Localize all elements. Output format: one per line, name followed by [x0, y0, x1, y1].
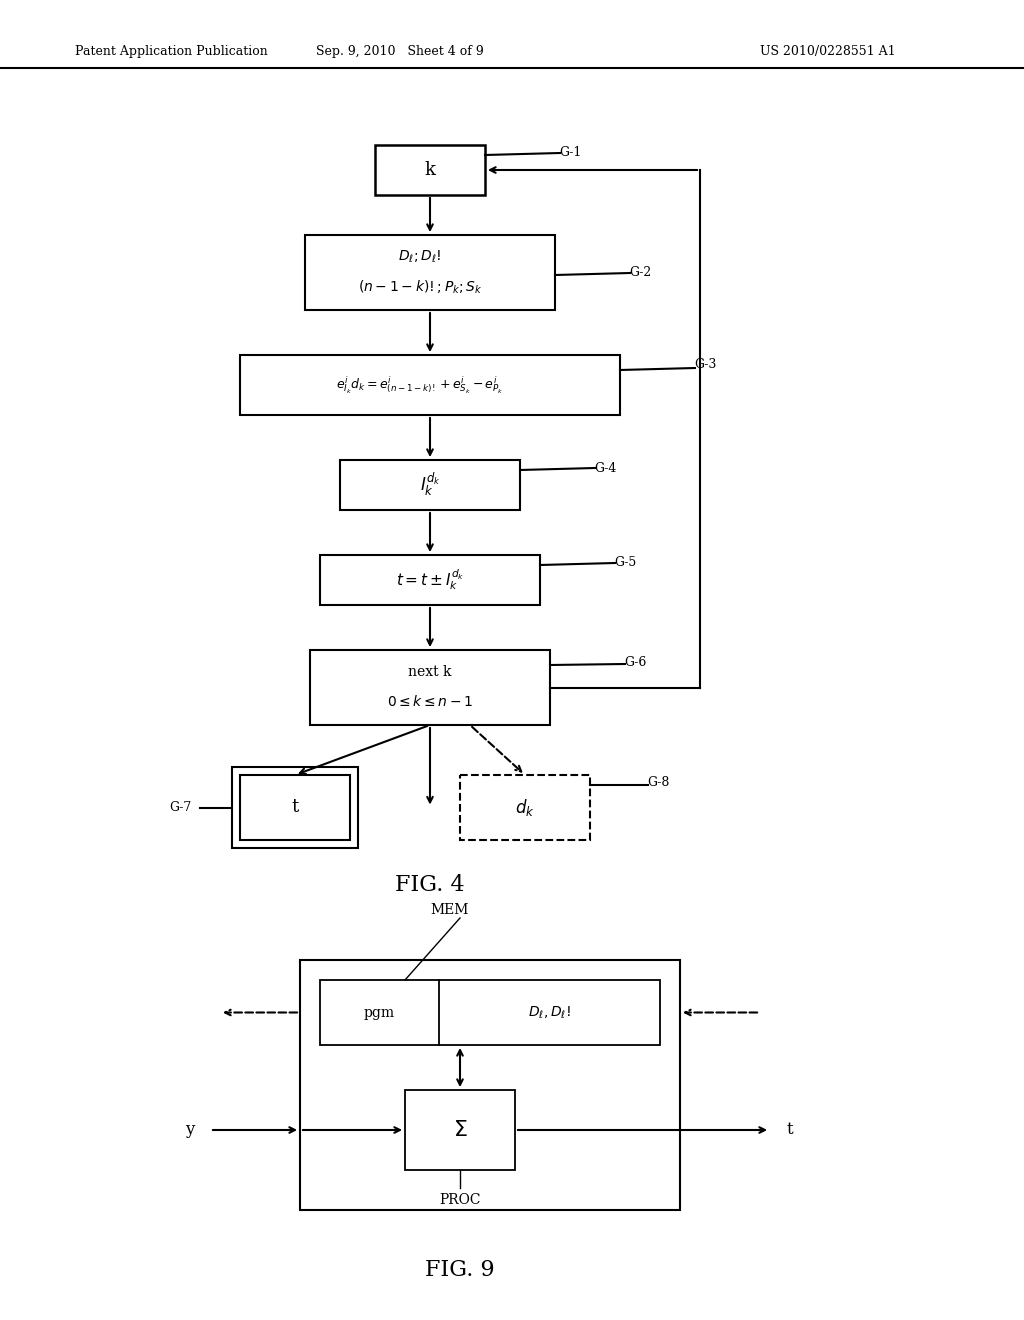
Text: Patent Application Publication: Patent Application Publication	[75, 45, 267, 58]
Text: G-5: G-5	[613, 557, 636, 569]
Bar	[375, 145, 485, 195]
Text: $(n-1-k)!; P_k; S_k$: $(n-1-k)!; P_k; S_k$	[357, 279, 482, 296]
Text: next k: next k	[409, 665, 452, 678]
Bar	[319, 554, 540, 605]
Text: $D_{\ell}; D_{\ell}!$: $D_{\ell}; D_{\ell}!$	[398, 248, 441, 265]
Text: G-4: G-4	[594, 462, 616, 474]
Text: FIG. 4: FIG. 4	[395, 874, 465, 896]
Text: $0 \leq k \leq n-1$: $0 \leq k \leq n-1$	[387, 694, 473, 710]
Text: PROC: PROC	[439, 1193, 480, 1206]
Text: G-1: G-1	[559, 147, 582, 160]
Text: MEM: MEM	[431, 903, 469, 917]
Bar	[300, 960, 680, 1210]
Text: y: y	[185, 1122, 195, 1138]
Text: $t = t \pm I_k^{d_k}$: $t = t \pm I_k^{d_k}$	[396, 568, 464, 593]
Bar	[305, 235, 555, 310]
Bar	[319, 979, 660, 1045]
Text: US 2010/0228551 A1: US 2010/0228551 A1	[760, 45, 896, 58]
Text: t: t	[292, 799, 299, 817]
Text: G-7: G-7	[169, 801, 191, 814]
Text: G-8: G-8	[647, 776, 670, 789]
Bar	[240, 775, 350, 840]
Bar	[406, 1090, 515, 1170]
Text: $D_\ell, D_{\ell}!$: $D_\ell, D_{\ell}!$	[528, 1005, 571, 1020]
Text: G-6: G-6	[624, 656, 646, 668]
Text: G-2: G-2	[629, 267, 651, 280]
Bar	[460, 775, 590, 840]
Text: $\Sigma$: $\Sigma$	[453, 1119, 467, 1140]
Bar	[232, 767, 358, 847]
Text: $I_k^{d_k}$: $I_k^{d_k}$	[420, 471, 440, 499]
Text: $d_k$: $d_k$	[515, 797, 535, 818]
Text: $e^i_{I_k} d_k = e^i_{(n-1-k)!} + e^i_{S_k} - e^i_{P_k}$: $e^i_{I_k} d_k = e^i_{(n-1-k)!} + e^i_{S…	[336, 375, 504, 396]
Text: pgm: pgm	[364, 1006, 395, 1019]
Bar	[240, 355, 620, 414]
Bar	[310, 649, 550, 725]
Text: t: t	[786, 1122, 794, 1138]
Bar	[340, 459, 520, 510]
Text: Sep. 9, 2010   Sheet 4 of 9: Sep. 9, 2010 Sheet 4 of 9	[316, 45, 484, 58]
Text: k: k	[425, 161, 435, 180]
Text: FIG. 9: FIG. 9	[425, 1259, 495, 1280]
Text: G-3: G-3	[694, 359, 716, 371]
